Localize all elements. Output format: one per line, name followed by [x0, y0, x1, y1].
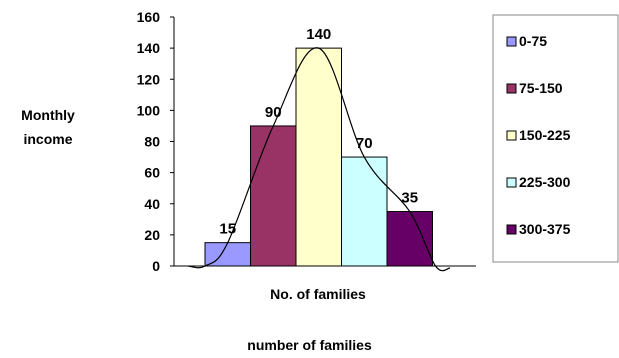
chart-caption: number of families: [247, 337, 372, 353]
legend-swatch-150-225: [506, 130, 517, 141]
legend-swatch-300-375: [506, 224, 517, 235]
y-tick-label: 140: [137, 40, 161, 56]
legend-swatch-75-150: [506, 83, 517, 94]
legend-label-150-225: 150-225: [519, 127, 571, 143]
x-axis-label: No. of families: [270, 286, 366, 302]
bar-225-300: [341, 156, 388, 267]
bar-300-375: [386, 211, 433, 267]
y-tick-label: 100: [137, 102, 161, 118]
y-tick-label: 60: [144, 165, 160, 181]
legend-swatch-0-75: [506, 36, 517, 47]
legend-label-225-300: 225-300: [519, 174, 571, 190]
y-tick-label: 120: [137, 71, 161, 87]
data-label: 35: [401, 190, 418, 207]
y-tick-label: 80: [144, 134, 160, 150]
legend: 0-75 75-150 150-225 225-300 300-375: [492, 14, 619, 263]
bars-group: [204, 47, 433, 267]
y-axis-label-line-1: Monthly: [21, 107, 75, 123]
legend-label-0-75: 0-75: [519, 33, 547, 49]
bar-150-225: [295, 47, 342, 267]
data-label: 140: [306, 26, 331, 43]
y-tick-label: 0: [152, 258, 160, 274]
y-tick-label: 20: [144, 227, 160, 243]
bar-75-150: [250, 125, 297, 267]
legend-label-300-375: 300-375: [519, 221, 571, 237]
y-tick-label: 40: [144, 196, 160, 212]
y-tick-label: 160: [137, 9, 161, 25]
legend-swatch-225-300: [506, 177, 517, 188]
legend-label-75-150: 75-150: [519, 80, 563, 96]
frequency-curve: [187, 47, 451, 272]
y-axis-label-line-2: income: [23, 131, 72, 147]
